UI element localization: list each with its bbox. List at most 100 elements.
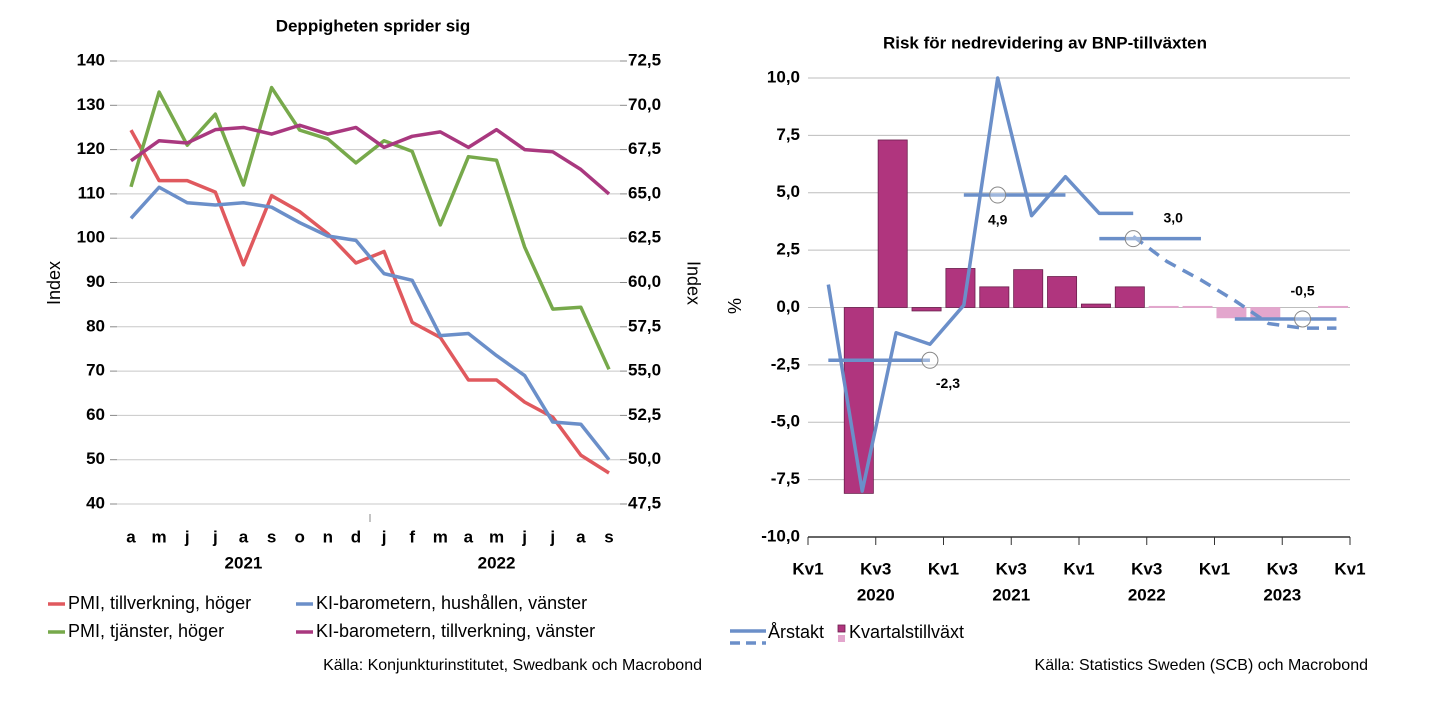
x-tick-label: a [126,527,136,546]
chart-title: Deppigheten sprider sig [276,16,471,35]
bar [1216,307,1247,319]
annual-label: 4,9 [988,212,1008,228]
x-tick-label: Kv3 [860,559,891,578]
y-tick-label: 0,0 [776,297,800,316]
x-tick-label: s [267,527,276,546]
bar [1182,305,1213,308]
y2-tick-label: 47,5 [628,493,661,512]
x-tick-label: j [381,527,387,546]
legend-label: Årstakt [768,622,824,642]
legend-label: KI-barometern, hushållen, vänster [316,593,587,613]
x-tick-label: m [489,527,504,546]
x-tick-label: s [604,527,613,546]
y2-tick-label: 55,0 [628,361,661,380]
x-group-label: 2020 [857,585,895,604]
bar [1047,276,1078,308]
source: Källa: Statistics Sweden (SCB) och Macro… [1035,657,1368,674]
y2-tick-label: 50,0 [628,449,661,468]
bar [945,268,976,308]
x-tick-label: Kv1 [1063,559,1094,578]
y-tick-label: 130 [77,95,105,114]
chart-title: Risk för nedrevidering av BNP-tillväxten [883,33,1207,52]
bar [1318,305,1349,308]
line-series [129,123,611,196]
x-tick-label: Kv1 [1334,559,1365,578]
y-tick-label: 40 [86,493,105,512]
x-tick-label: a [464,527,474,546]
legend-label: PMI, tjänster, höger [68,621,224,641]
x-group-label: 2022 [1128,585,1166,604]
y-tick-label: 100 [77,228,105,247]
annual-label: -2,3 [936,375,960,391]
x-tick-label: Kv1 [1199,559,1230,578]
line-series [129,85,611,371]
x-tick-label: f [409,527,415,546]
line-series [1132,234,1337,330]
y-tick-label: 60 [86,405,105,424]
x-tick-label: Kv1 [928,559,959,578]
y2-tick-label: 65,0 [628,183,661,202]
x-tick-label: a [239,527,249,546]
annual-label: 3,0 [1163,209,1183,225]
x-tick-label: j [521,527,527,546]
x-tick-label: o [295,527,305,546]
y-tick-label: 5,0 [776,182,800,201]
y-tick-label: -7,5 [771,469,800,488]
y-tick-label: -2,5 [771,354,800,373]
line-series [129,129,610,475]
legend-label: PMI, tillverkning, höger [68,593,251,613]
y-axis-label: % [725,298,745,314]
y-tick-label: 80 [86,316,105,335]
y-tick-label: -5,0 [771,412,800,431]
bar [1013,269,1044,308]
y-tick-label: 50 [86,449,105,468]
bar [1080,303,1111,308]
x-tick-label: Kv3 [996,559,1027,578]
x-tick-label: n [323,527,333,546]
y-axis-label: Index [44,261,64,305]
y-tick-label: 7,5 [776,125,800,144]
annual-marker [921,351,939,369]
y-tick-label: 2,5 [776,240,800,259]
line-series [129,185,611,461]
x-tick-label: m [433,527,448,546]
legend-swatch [837,624,846,633]
x-tick-label: j [184,527,190,546]
x-group-label: 2022 [478,553,516,572]
legend-swatch [838,635,845,642]
x-tick-label: a [576,527,586,546]
y2-tick-label: 52,5 [628,405,661,424]
legend-label: Kvartalstillväxt [849,622,964,642]
bar [1148,305,1179,308]
bar [1114,286,1145,308]
annual-marker [1124,230,1142,248]
y2-tick-label: 60,0 [628,272,661,291]
annual-label: -0,5 [1291,283,1315,299]
x-group-label: 2023 [1263,585,1301,604]
y-tick-label: -10,0 [761,526,800,545]
y2-tick-label: 57,5 [628,316,661,335]
legend-label: KI-barometern, tillverkning, vänster [316,621,595,641]
x-group-label: 2021 [225,553,263,572]
y2-tick-label: 72,5 [628,50,661,69]
bar [877,139,908,308]
annual-marker [989,186,1007,204]
y2-tick-label: 70,0 [628,95,661,114]
bar [979,286,1010,308]
bar [911,307,942,312]
x-tick-label: m [152,527,167,546]
y2-tick-label: 67,5 [628,139,661,158]
x-tick-label: Kv3 [1131,559,1162,578]
y-tick-label: 120 [77,139,105,158]
y-tick-label: 90 [86,272,105,291]
y-tick-label: 110 [78,183,105,202]
x-tick-label: Kv1 [792,559,823,578]
x-tick-label: j [212,527,218,546]
source: Källa: Konjunkturinstitutet, Swedbank oc… [323,657,702,674]
x-tick-label: d [351,527,361,546]
y2-tick-label: 62,5 [628,228,661,247]
y-tick-label: 10,0 [767,67,800,86]
y-tick-label: 140 [77,50,105,69]
annual-marker [1294,310,1312,328]
